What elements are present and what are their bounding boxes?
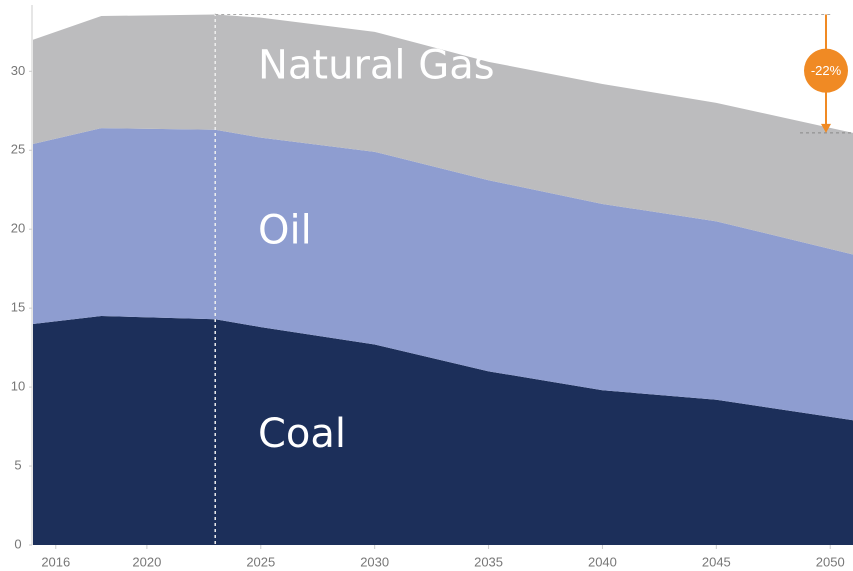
y-tick-label: 25	[11, 142, 25, 157]
series-label: Natural Gas	[258, 43, 495, 89]
area	[33, 14, 853, 255]
y-tick-label: 20	[11, 221, 25, 236]
annotation-badge	[804, 48, 848, 93]
y-tick-label: 5	[14, 457, 21, 472]
x-tick-label: 2016	[41, 554, 70, 569]
series-label: Oil	[258, 207, 312, 253]
y-tick-label: 30	[11, 63, 25, 78]
area	[33, 128, 853, 421]
x-tick-label: 2040	[588, 554, 617, 569]
x-tick-label: 2020	[132, 554, 161, 569]
x-tick-label: 2035	[474, 554, 503, 569]
x-tick-label: 2025	[246, 554, 275, 569]
area	[33, 316, 853, 545]
x-tick-label: 2050	[816, 554, 845, 569]
y-tick-label: 0	[14, 536, 21, 551]
arrow-head	[821, 123, 831, 133]
annotation-text: -22%	[811, 63, 842, 78]
x-tick-label: 2045	[702, 554, 731, 569]
y-tick-label: 15	[11, 300, 25, 315]
y-tick-label: 10	[11, 379, 25, 394]
series-label: Coal	[258, 411, 346, 457]
x-tick-label: 2030	[360, 554, 389, 569]
